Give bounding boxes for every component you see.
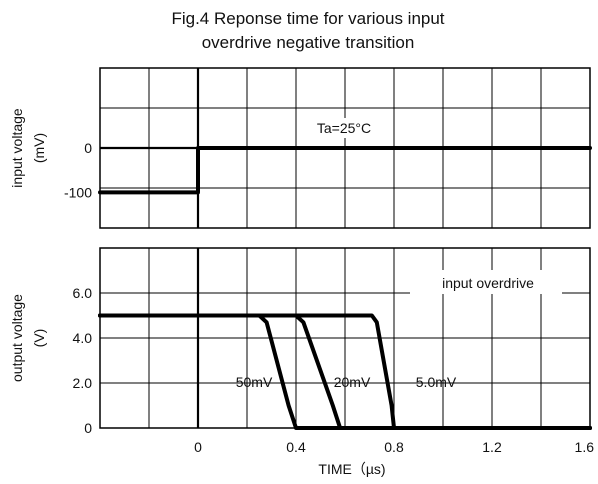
y-tick-label: 4.0: [73, 330, 93, 346]
x-axis-label: TIME（µs): [318, 461, 385, 477]
series-label-50mv: 50mV: [236, 374, 273, 390]
y-tick-label: 0: [84, 140, 92, 156]
temperature-annotation: Ta=25°C: [317, 120, 371, 136]
input-step-trace: [98, 146, 592, 195]
y-tick-label: 0: [84, 420, 92, 436]
chart-title-line-2: overdrive negative transition: [202, 33, 415, 52]
x-tick-label: 0: [194, 439, 202, 455]
y-axis-label: input voltage: [9, 108, 25, 188]
x-tick-label: 0.4: [286, 439, 306, 455]
y-axis-unit: (mV): [31, 133, 47, 163]
series-label-20mv: 20mV: [334, 374, 371, 390]
trace-5-0mv: [98, 313, 592, 430]
legend-title: input overdrive: [442, 275, 534, 291]
series-label-5-0mv: 5.0mV: [416, 374, 457, 390]
annotation-background: [302, 118, 386, 138]
chart-title-line-1: Fig.4 Reponse time for various input: [171, 9, 444, 28]
y-axis-label: output voltage: [9, 294, 25, 382]
legend-background: [410, 270, 562, 294]
input-voltage-panel: 0 -100 input voltage (mV) Ta=25°C: [9, 67, 592, 229]
y-tick-label: -100: [64, 184, 92, 200]
x-tick-label: 1.2: [482, 439, 502, 455]
y-tick-label: 6.0: [73, 285, 93, 301]
y-axis-unit: (V): [31, 329, 47, 348]
x-tick-label: 0.8: [384, 439, 404, 455]
y-tick-label: 2.0: [73, 375, 93, 391]
x-tick-label: 1.6: [575, 439, 595, 455]
output-voltage-panel: 6.0 4.0 2.0 0 output voltage (V) 0 0.4 0.8 1.2 1.6…: [9, 247, 595, 477]
